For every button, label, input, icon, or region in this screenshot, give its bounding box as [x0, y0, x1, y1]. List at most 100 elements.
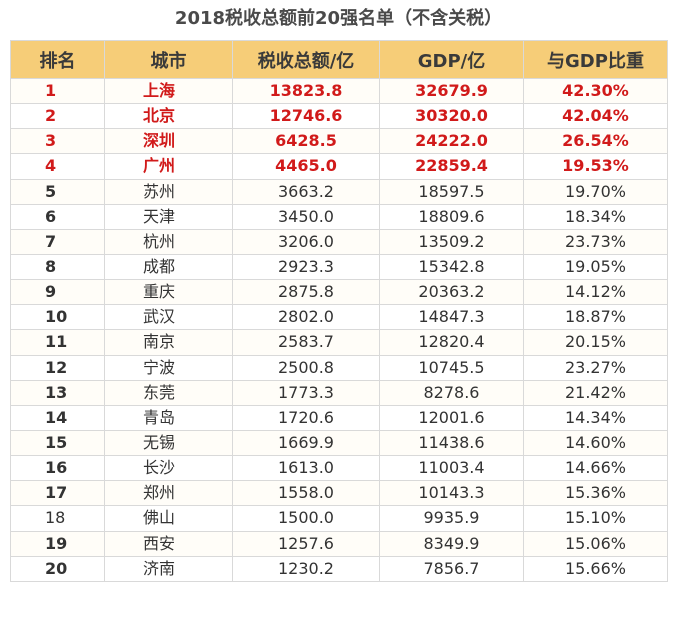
- cell-tax: 3206.0: [232, 228, 380, 255]
- cell-city: 武汉: [104, 304, 233, 331]
- cell-tax: 2583.7: [232, 329, 380, 356]
- rank-value: 15: [45, 433, 68, 453]
- cell-city: 深圳: [104, 128, 233, 155]
- cell-gdp: 32679.9: [379, 77, 524, 105]
- cell-tax: 12746.6: [232, 103, 380, 130]
- rank-value: 20: [45, 558, 68, 578]
- table-row: 14 青岛 1720.6 12001.6 14.34%: [10, 404, 668, 431]
- rank-value: 16: [45, 458, 68, 478]
- cell-ratio: 23.27%: [523, 354, 668, 381]
- cell-tax: 13823.8: [232, 77, 380, 105]
- cell-tax: 2923.3: [232, 253, 380, 281]
- cell-ratio: 18.34%: [523, 203, 668, 230]
- cell-tax: 1773.3: [232, 379, 380, 406]
- cell-tax: 3450.0: [232, 203, 380, 230]
- cell-city: 济南: [104, 555, 233, 582]
- cell-rank: 18: [10, 505, 105, 532]
- cell-rank: 20: [10, 555, 105, 582]
- table-row: 7 杭州 3206.0 13509.2 23.73%: [10, 228, 668, 255]
- cell-rank: 3: [10, 128, 105, 155]
- header-city: 城市: [104, 40, 233, 79]
- cell-ratio: 15.10%: [523, 505, 668, 532]
- table-row: 4 广州 4465.0 22859.4 19.53%: [10, 153, 668, 180]
- cell-tax: 6428.5: [232, 128, 380, 155]
- header-tax: 税收总额/亿: [232, 40, 380, 79]
- rank-value: 17: [45, 483, 68, 503]
- rank-value: 4: [45, 156, 57, 176]
- table-row: 10 武汉 2802.0 14847.3 18.87%: [10, 304, 668, 331]
- cell-ratio: 20.15%: [523, 329, 668, 356]
- table-row: 13 东莞 1773.3 8278.6 21.42%: [10, 379, 668, 406]
- cell-ratio: 26.54%: [523, 128, 668, 155]
- cell-rank: 10: [10, 304, 105, 331]
- cell-tax: 1257.6: [232, 530, 380, 557]
- cell-rank: 15: [10, 429, 105, 457]
- cell-ratio: 19.70%: [523, 178, 668, 205]
- rank-value: 1: [45, 81, 57, 101]
- rank-value: 9: [45, 282, 57, 302]
- table-row: 6 天津 3450.0 18809.6 18.34%: [10, 203, 668, 230]
- cell-city: 苏州: [104, 178, 233, 205]
- cell-ratio: 14.60%: [523, 429, 668, 457]
- cell-gdp: 24222.0: [379, 128, 524, 155]
- rank-value: 2: [45, 106, 57, 126]
- table-header-row: 排名 城市 税收总额/亿 GDP/亿 与GDP比重: [10, 40, 668, 79]
- cell-gdp: 7856.7: [379, 555, 524, 582]
- cell-rank: 13: [10, 379, 105, 406]
- cell-city: 天津: [104, 203, 233, 230]
- header-gdp: GDP/亿: [379, 40, 524, 79]
- table-body: 1 上海 13823.8 32679.9 42.30% 2 北京 12746.6 30320.0…: [10, 77, 668, 582]
- cell-city: 西安: [104, 530, 233, 557]
- rank-value: 18: [45, 508, 66, 528]
- cell-gdp: 12001.6: [379, 404, 524, 431]
- table-row: 18 佛山 1500.0 9935.9 15.10%: [10, 505, 668, 532]
- cell-tax: 4465.0: [232, 153, 380, 180]
- cell-ratio: 15.36%: [523, 480, 668, 507]
- cell-city: 郑州: [104, 480, 233, 507]
- table-row: 20 济南 1230.2 7856.7 15.66%: [10, 555, 668, 582]
- cell-rank: 7: [10, 228, 105, 255]
- cell-ratio: 14.12%: [523, 279, 668, 306]
- cell-tax: 2802.0: [232, 304, 380, 331]
- cell-gdp: 10143.3: [379, 480, 524, 507]
- cell-gdp: 11438.6: [379, 429, 524, 457]
- table-row: 16 长沙 1613.0 11003.4 14.66%: [10, 455, 668, 482]
- cell-ratio: 18.87%: [523, 304, 668, 331]
- cell-rank: 17: [10, 480, 105, 507]
- cell-rank: 1: [10, 77, 105, 105]
- cell-ratio: 23.73%: [523, 228, 668, 255]
- cell-ratio: 21.42%: [523, 379, 668, 406]
- cell-rank: 12: [10, 354, 105, 381]
- cell-city: 南京: [104, 329, 233, 356]
- cell-ratio: 14.34%: [523, 404, 668, 431]
- rank-value: 11: [45, 332, 68, 352]
- table-row: 1 上海 13823.8 32679.9 42.30%: [10, 77, 668, 105]
- cell-gdp: 18809.6: [379, 203, 524, 230]
- cell-tax: 1500.0: [232, 505, 380, 532]
- cell-gdp: 22859.4: [379, 153, 524, 180]
- cell-gdp: 11003.4: [379, 455, 524, 482]
- cell-ratio: 19.53%: [523, 153, 668, 180]
- cell-gdp: 30320.0: [379, 103, 524, 130]
- rank-value: 10: [45, 307, 68, 327]
- cell-gdp: 20363.2: [379, 279, 524, 306]
- cell-gdp: 12820.4: [379, 329, 524, 356]
- rank-value: 3: [45, 131, 57, 151]
- table-row: 11 南京 2583.7 12820.4 20.15%: [10, 329, 668, 356]
- cell-city: 重庆: [104, 279, 233, 306]
- cell-city: 青岛: [104, 404, 233, 431]
- tax-ranking-table: 排名 城市 税收总额/亿 GDP/亿 与GDP比重 1 上海 13823.8 3267…: [10, 40, 668, 582]
- cell-gdp: 15342.8: [379, 253, 524, 281]
- rank-value: 5: [45, 181, 57, 201]
- header-ratio: 与GDP比重: [523, 40, 668, 79]
- cell-city: 宁波: [104, 354, 233, 381]
- rank-value: 13: [45, 382, 68, 402]
- table-row: 12 宁波 2500.8 10745.5 23.27%: [10, 354, 668, 381]
- cell-ratio: 15.66%: [523, 555, 668, 582]
- cell-tax: 1669.9: [232, 429, 380, 457]
- cell-gdp: 13509.2: [379, 228, 524, 255]
- rank-value: 7: [45, 231, 57, 251]
- cell-city: 长沙: [104, 455, 233, 482]
- cell-tax: 1558.0: [232, 480, 380, 507]
- cell-rank: 6: [10, 203, 105, 230]
